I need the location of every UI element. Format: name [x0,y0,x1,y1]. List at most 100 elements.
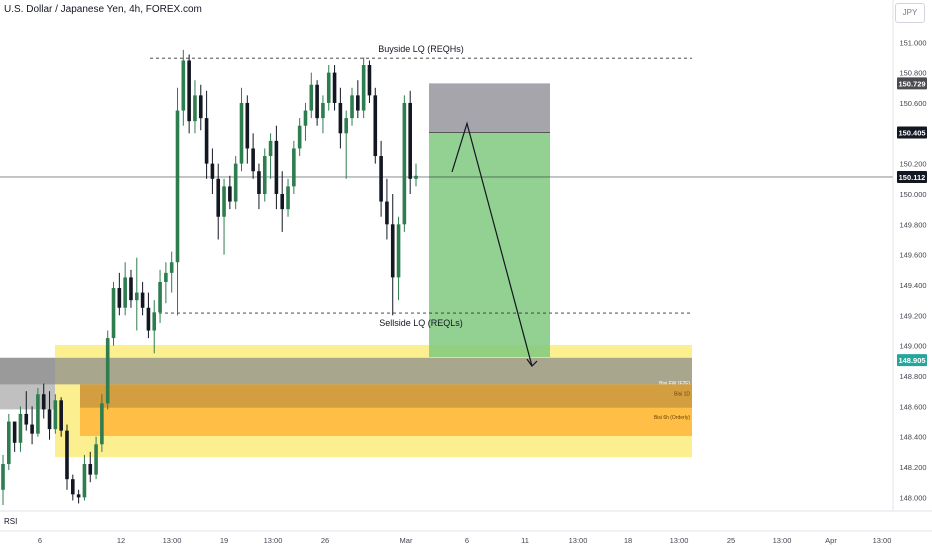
price-tick-label: 149.200 [899,311,926,320]
candle-body [134,292,139,301]
candle-body [315,84,319,119]
price-tag [897,170,927,183]
arrow-head-icon [526,358,538,368]
price-tick-label: 150.600 [899,99,926,108]
time-tick-label: 11 [521,536,529,545]
price-tick-label: 149.800 [899,220,926,229]
candle-body [216,178,221,217]
candle-body [396,224,401,278]
candle-body [47,409,52,430]
rsi-indicator-label: RSI [4,517,18,526]
price-tag-label: 148.905 [898,356,925,365]
candle-body [198,95,203,119]
zone-gray-left [0,357,55,410]
price-tick-label: 150.200 [899,160,926,169]
candle-body [414,175,418,179]
time-tick-label: 25 [727,536,735,545]
candle-body [297,125,302,149]
time-tick-label: 18 [624,536,632,545]
candle-body [257,171,261,194]
candle-body [233,163,238,202]
candle-body [117,288,122,308]
currency-selector[interactable]: JPY [895,3,925,23]
price-axis-panel [893,0,932,550]
candle-body [123,277,127,308]
candle-body [36,394,40,434]
time-tick-label: 13:00 [264,536,283,545]
price-tick-label: 149.600 [899,251,926,260]
candle-body [24,413,29,425]
candle-body [100,403,104,445]
candle-body [286,186,290,210]
candle-body [41,394,46,410]
price-tick-label: 150.800 [899,69,926,78]
time-tick-label: Apr [825,536,837,545]
candle-body [18,413,23,443]
candle-body [140,292,145,308]
candle-body [187,60,191,122]
candle-body [390,224,395,278]
price-tick-label: 149.400 [899,281,926,290]
candle-body [385,201,389,225]
candle-body [59,400,63,431]
price-tag [897,126,927,139]
price-tag-label: 150.405 [898,129,925,138]
candle-body [7,421,11,465]
time-tick-label: 12 [117,536,125,545]
candle-body [82,464,87,498]
candle-body [239,102,244,164]
candle-body [367,65,372,96]
candle-body [30,424,34,434]
zone-orange [80,407,692,436]
time-tick-label: 13:00 [163,536,182,545]
candle-body [175,110,180,263]
liquidity-level-label: Sellside LQ (REQLs) [379,318,463,328]
time-tick-label: 13:00 [670,536,689,545]
zone-label: Bisi 1D [674,391,690,397]
candle-body [152,312,157,331]
candle-body [373,95,378,157]
candle-body [222,186,226,217]
candle-body [158,281,162,313]
candle-body [88,464,93,475]
candle-body [70,479,75,495]
price-tick-label: 149.000 [899,342,926,351]
candle-body [245,102,250,149]
candle-body [292,148,296,187]
candle-body [169,262,174,273]
time-tick-label: 13:00 [873,536,892,545]
candle-body [268,140,273,157]
price-tick-label: 150.000 [899,190,926,199]
candle-body [332,72,337,103]
price-tick-label: 148.800 [899,372,926,381]
candle-body [280,193,285,210]
candle-body [204,118,209,164]
candle-body [303,110,308,126]
stop-loss-zone [429,83,550,133]
price-tick-label: 148.600 [899,402,926,411]
time-tick-label: Mar [400,536,413,545]
liquidity-level-label: Buyside LQ (REQHs) [378,44,464,54]
candle-body [12,421,17,443]
time-tick-label: 13:00 [773,536,792,545]
candle-body [105,338,110,404]
candle-body [76,494,81,498]
candle-body [146,307,151,331]
price-tick-label: 148.200 [899,463,926,472]
time-tick-label: 26 [321,536,329,545]
candle-body [193,95,197,122]
candle-body [379,156,383,202]
candle-body [344,118,349,134]
price-tick-label: 151.000 [899,38,926,47]
candle-body [309,84,314,111]
candle-body [356,95,360,111]
price-tag-label: 150.729 [898,79,925,88]
zone-orange-dark [80,384,692,408]
time-tick-label: 13:00 [569,536,588,545]
time-tick-label: 6 [465,536,469,545]
price-tick-label: 148.400 [899,433,926,442]
symbol-title: U.S. Dollar / Japanese Yen, 4h, FOREX.co… [4,4,202,15]
candle-body [321,102,325,119]
candle-body [228,186,232,202]
